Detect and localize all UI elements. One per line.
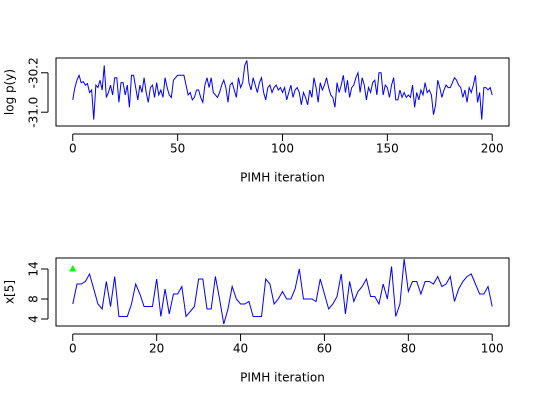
y-tick-label: 4 (27, 315, 41, 323)
plot-frame (55, 57, 510, 127)
y-axis-label: x[5] (3, 280, 17, 304)
x-tick-label: 80 (401, 342, 416, 356)
x-tick-label: 150 (376, 142, 399, 156)
x-axis-label: PIMH iteration (240, 171, 325, 185)
y-tick-label: 14 (27, 261, 41, 276)
x-axis-label: PIMH iteration (240, 371, 325, 385)
y-tick-label: -30.2 (27, 57, 41, 88)
x-tick-label: 60 (317, 342, 332, 356)
plot-frame (55, 257, 510, 327)
x-tick-label: 40 (233, 342, 248, 356)
y-axis-label: log p(y) (3, 69, 17, 115)
x-tick-label: 100 (271, 142, 294, 156)
x-tick-label: 20 (149, 342, 164, 356)
x-tick-label: 200 (481, 142, 504, 156)
data-line (72, 60, 493, 120)
x-tick-label: 50 (170, 142, 185, 156)
x-tick-label: 100 (481, 342, 504, 356)
y-tick-label: 8 (27, 295, 41, 303)
data-line (72, 258, 493, 325)
y-tick-label: -31.0 (27, 97, 41, 128)
x-tick-label: 0 (69, 342, 77, 356)
marker (69, 265, 77, 272)
x-tick-label: 0 (69, 142, 77, 156)
